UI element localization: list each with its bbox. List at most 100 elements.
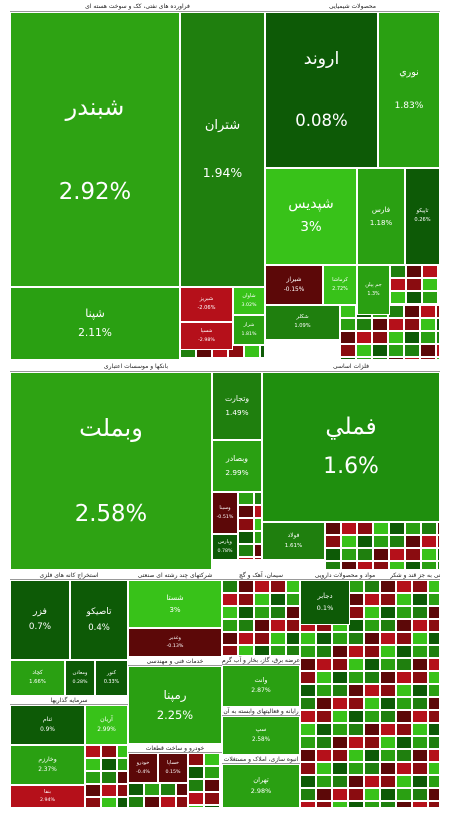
filler-tile [412,788,428,801]
filler-tile [405,548,421,561]
filler-tile [428,619,440,632]
filler-tile [222,580,238,593]
filler-tile [421,522,437,535]
tile-label: دجابر [317,592,333,600]
filler-tile [380,619,396,632]
filler-tile [85,797,101,808]
filler-tile [428,710,440,723]
filler-tile [372,331,388,344]
filler-tile [316,697,332,710]
filler-tile [364,710,380,723]
filler-tile [420,357,436,360]
tile: نوري 1.83% [378,12,440,168]
tile-value: 2.98% [250,787,272,796]
tile: شبریز -2.06% [180,287,233,322]
filler-tile [300,632,316,645]
filler-tile [254,531,262,544]
filler-tile [422,304,438,306]
sector-header: خدمات فنی و مهندسی [128,657,222,666]
tile-label: شیراز [286,275,302,283]
filler-tile [340,318,356,331]
filler-tile [238,544,254,557]
tile-value: 2.92% [58,179,132,206]
filler-tile [389,548,405,561]
tile-value: 1.49% [225,407,249,417]
filler-tile [357,535,373,548]
filler-tile [356,331,372,344]
tile: دجابر 0.1% [300,580,350,625]
filler-tile [364,684,380,697]
tile: آریان 2.99% [85,705,128,745]
tile-value: 3.02% [241,302,257,308]
filler-tile [332,645,348,658]
filler-tile [300,749,316,762]
filler-tile [348,723,364,736]
filler-tile [254,606,270,619]
tile: وسینا -0.51% [212,492,238,534]
filler-tile [357,548,373,561]
filler-tile [254,505,262,518]
filler-tile [300,723,316,736]
filler-tile [364,749,380,762]
filler-tile [396,723,412,736]
filler-tile [364,619,380,632]
tile: اروند 0.08% [265,12,378,168]
sector-header: عرضه برق، گاز، بخار و آب گرم [222,656,300,665]
filler-tile [340,331,356,344]
tile-label: بنفا [44,788,51,795]
tile: خودرو -0.4% [128,753,158,783]
filler-tile [412,775,428,788]
filler-tile [380,749,396,762]
tile: بنفا 2.94% [10,785,85,808]
filler-tile [436,344,440,357]
tile-label: فارس [371,205,391,215]
tile: شستا 3% [128,580,222,628]
filler-tile [420,331,436,344]
tile-label: کنور [107,670,116,677]
tile-label: فزر [33,606,47,618]
sector-header: انبوه سازی، املاک و مستغلات [222,755,300,764]
filler-tile [412,723,428,736]
tile-value: -2.06% [197,305,216,312]
filler-tile [101,797,117,808]
filler-tile [396,606,412,619]
filler-tile [396,671,412,684]
filler-tile [428,736,440,749]
filler-tile [85,745,101,758]
filler-tile [420,344,436,357]
tile-value: 2.25% [156,707,194,722]
tile-label: تهران [253,775,269,784]
tile-label: وسینا [219,505,231,512]
filler-tile [405,561,421,570]
filler-tile [196,358,212,360]
filler-tile [404,331,420,344]
filler-tile [412,684,428,697]
filler-tile [204,753,220,766]
tile-label: تاصیکو [86,606,112,617]
filler-tile [380,710,396,723]
filler-tile [364,671,380,684]
filler-tile [325,535,341,548]
filler-tile [332,736,348,749]
filler-tile [406,278,422,291]
filler-tile [428,658,440,671]
tile-label: شسپا [200,328,213,335]
filler-tile [404,357,420,360]
filler-tile [356,357,372,360]
tile-label: شستا [166,592,184,602]
tile-label: وغدیر [169,634,181,641]
filler-tile [404,305,420,318]
filler-tile [422,291,438,304]
filler-tile [144,783,160,796]
filler-tile [117,797,128,808]
filler-tile [300,697,316,710]
filler-tile [238,557,254,560]
tile-value: 0.78% [217,548,233,554]
tile-label: وخارزم [38,755,57,763]
filler-tile [428,762,440,775]
filler-tile [437,522,440,535]
filler-tile [238,531,254,544]
filler-tile [438,265,440,278]
tile-value: 1.3% [367,291,380,297]
tile-value: 2.37% [38,767,57,774]
